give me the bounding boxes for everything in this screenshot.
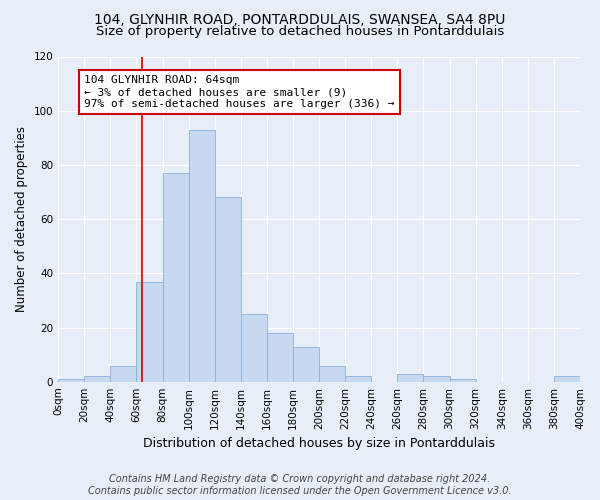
Bar	[136, 282, 163, 382]
Bar	[84, 376, 110, 382]
Y-axis label: Number of detached properties: Number of detached properties	[15, 126, 28, 312]
Bar	[241, 314, 267, 382]
Bar	[215, 198, 241, 382]
Bar	[267, 333, 293, 382]
Bar	[188, 130, 215, 382]
Bar	[110, 366, 136, 382]
Bar	[163, 173, 188, 382]
Bar	[397, 374, 424, 382]
Text: Contains HM Land Registry data © Crown copyright and database right 2024.
Contai: Contains HM Land Registry data © Crown c…	[88, 474, 512, 496]
Bar	[293, 346, 319, 382]
Bar	[58, 379, 84, 382]
X-axis label: Distribution of detached houses by size in Pontarddulais: Distribution of detached houses by size …	[143, 437, 495, 450]
Text: 104 GLYNHIR ROAD: 64sqm
← 3% of detached houses are smaller (9)
97% of semi-deta: 104 GLYNHIR ROAD: 64sqm ← 3% of detached…	[84, 76, 395, 108]
Bar	[424, 376, 449, 382]
Bar	[449, 379, 476, 382]
Bar	[345, 376, 371, 382]
Bar	[319, 366, 345, 382]
Text: Size of property relative to detached houses in Pontarddulais: Size of property relative to detached ho…	[96, 25, 504, 38]
Text: 104, GLYNHIR ROAD, PONTARDDULAIS, SWANSEA, SA4 8PU: 104, GLYNHIR ROAD, PONTARDDULAIS, SWANSE…	[94, 12, 506, 26]
Bar	[554, 376, 580, 382]
